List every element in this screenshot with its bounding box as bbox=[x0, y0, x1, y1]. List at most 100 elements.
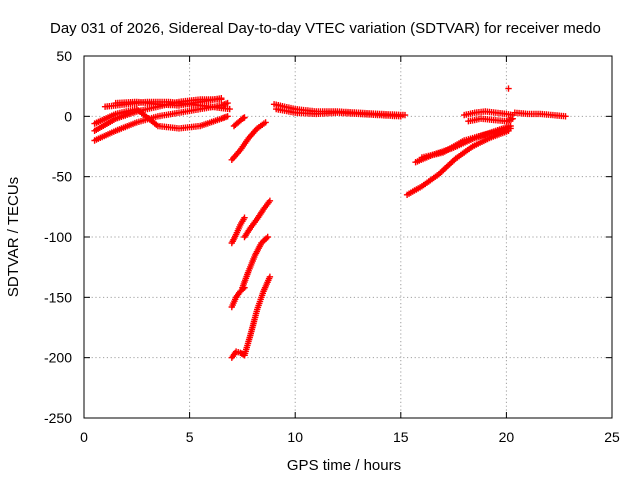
data-point bbox=[403, 184, 424, 198]
data-point bbox=[154, 101, 181, 109]
series-seg-t bbox=[465, 115, 516, 125]
data-point bbox=[492, 109, 508, 117]
series-seg-s bbox=[461, 108, 516, 119]
y-tick-label: -200 bbox=[44, 350, 72, 366]
data-point bbox=[175, 106, 202, 116]
data-points bbox=[91, 85, 569, 361]
data-point bbox=[232, 348, 242, 356]
data-point bbox=[260, 197, 274, 213]
data-point bbox=[505, 85, 512, 92]
series-seg-i bbox=[241, 197, 274, 241]
x-tick-label: 10 bbox=[287, 429, 303, 445]
y-tick-label: -50 bbox=[52, 169, 72, 185]
data-point bbox=[154, 122, 181, 132]
data-point bbox=[355, 110, 381, 119]
data-point bbox=[511, 109, 529, 117]
data-point bbox=[254, 207, 266, 223]
data-point bbox=[91, 116, 118, 134]
y-tick-labels: 50 0 -50 -100 -150 -200 -250 bbox=[44, 48, 72, 426]
data-point bbox=[245, 253, 258, 274]
data-point bbox=[241, 332, 254, 359]
series-seg-h bbox=[228, 214, 248, 247]
series-outlier-1 bbox=[505, 85, 512, 92]
series-seg-r bbox=[418, 125, 514, 161]
data-point bbox=[207, 103, 233, 113]
data-point bbox=[435, 156, 458, 178]
data-point bbox=[91, 128, 117, 144]
data-point bbox=[175, 99, 202, 109]
data-point bbox=[133, 105, 160, 128]
data-point bbox=[228, 148, 243, 163]
series-seg-p bbox=[403, 127, 512, 198]
data-point bbox=[228, 233, 239, 247]
data-point bbox=[251, 241, 264, 259]
x-tick-label: 0 bbox=[80, 429, 88, 445]
x-tick-label: 15 bbox=[393, 429, 409, 445]
data-point bbox=[230, 120, 240, 130]
data-point bbox=[228, 349, 239, 361]
x-tick-label: 20 bbox=[499, 429, 515, 445]
data-point bbox=[469, 135, 491, 150]
data-point bbox=[313, 109, 339, 118]
data-point bbox=[239, 114, 248, 122]
data-point bbox=[503, 110, 516, 119]
y-tick-label: -100 bbox=[44, 229, 72, 245]
data-point bbox=[241, 225, 253, 241]
data-point bbox=[549, 111, 569, 120]
y-tick-label: 0 bbox=[64, 108, 72, 124]
data-point bbox=[376, 111, 404, 120]
data-point bbox=[418, 172, 441, 190]
data-point bbox=[477, 115, 495, 123]
data-point bbox=[237, 136, 251, 154]
chart-title: Day 031 of 2026, Sidereal Day-to-day VTE… bbox=[50, 20, 601, 37]
series-seg-e bbox=[112, 95, 225, 109]
data-point bbox=[112, 106, 138, 118]
data-point bbox=[175, 123, 202, 132]
data-point bbox=[270, 101, 297, 112]
data-point bbox=[439, 138, 466, 156]
data-point bbox=[112, 98, 138, 107]
data-point bbox=[245, 126, 259, 142]
data-point bbox=[482, 125, 514, 138]
data-point bbox=[197, 95, 225, 106]
data-point bbox=[503, 115, 516, 125]
data-point bbox=[247, 308, 260, 337]
data-point bbox=[232, 289, 243, 301]
data-point bbox=[461, 131, 487, 144]
y-tick-label: -250 bbox=[44, 410, 72, 426]
y-tick-label: 50 bbox=[56, 48, 72, 64]
data-point bbox=[537, 110, 554, 119]
data-point bbox=[218, 113, 231, 122]
data-point bbox=[91, 111, 117, 127]
x-tick-label: 5 bbox=[186, 429, 194, 445]
series-seg-f bbox=[228, 119, 269, 163]
y-tick-label: -150 bbox=[44, 289, 72, 305]
data-point bbox=[235, 116, 245, 126]
data-point bbox=[237, 214, 248, 229]
data-point bbox=[228, 296, 239, 311]
data-point bbox=[452, 144, 475, 162]
x-tick-label: 25 bbox=[604, 429, 620, 445]
series-seg-g bbox=[230, 114, 248, 130]
data-point bbox=[247, 217, 260, 231]
data-point bbox=[232, 223, 243, 238]
series-seg-k bbox=[239, 233, 271, 291]
data-point bbox=[292, 109, 318, 117]
series-seg-u bbox=[511, 109, 569, 120]
data-point bbox=[197, 116, 223, 130]
axis-ticks bbox=[83, 55, 613, 419]
series-seg-o bbox=[273, 105, 404, 120]
x-tick-labels: 0 5 10 15 20 25 bbox=[80, 429, 620, 445]
y-axis-label: SDTVAR / TECUs bbox=[5, 177, 22, 297]
data-point bbox=[418, 149, 445, 161]
data-point bbox=[133, 98, 159, 108]
data-point bbox=[254, 119, 269, 132]
data-point bbox=[112, 119, 139, 134]
x-axis-label: GPS time / hours bbox=[287, 457, 401, 474]
series-seg-c bbox=[91, 105, 231, 132]
series-seg-m bbox=[241, 273, 274, 359]
data-point bbox=[461, 110, 476, 119]
data-point bbox=[334, 109, 360, 117]
data-point bbox=[154, 109, 181, 120]
